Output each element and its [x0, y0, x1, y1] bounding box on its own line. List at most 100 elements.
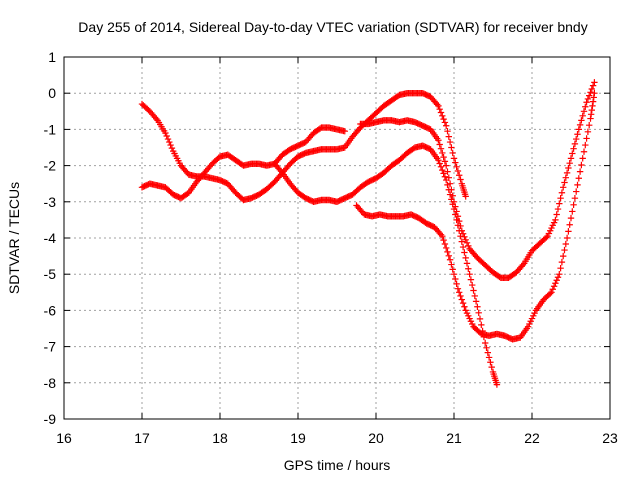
- data-point: [439, 232, 446, 240]
- data-point: [444, 248, 451, 256]
- y-tick-label: -1: [44, 121, 57, 137]
- data-point: [461, 303, 468, 310]
- data-point: [591, 79, 598, 86]
- data-point: [463, 239, 471, 247]
- data-point: [459, 243, 467, 251]
- data-point: [560, 252, 567, 260]
- data-point: [561, 179, 568, 186]
- data-point: [579, 155, 586, 162]
- data-point: [448, 186, 455, 193]
- data-point: [587, 111, 595, 118]
- data-point: [466, 271, 473, 278]
- data-point: [561, 246, 568, 254]
- data-point: [589, 102, 596, 110]
- data-point: [487, 359, 494, 366]
- data-point: [471, 292, 478, 300]
- data-point: [168, 144, 176, 152]
- data-point: [586, 121, 593, 129]
- data-point: [446, 180, 454, 187]
- data-point: [439, 166, 446, 174]
- data-point: [436, 141, 443, 148]
- data-point: [474, 303, 481, 310]
- data-point: [441, 173, 449, 180]
- data-point: [588, 106, 595, 114]
- data-point: [554, 274, 562, 281]
- data-point: [437, 145, 445, 152]
- data-point: [582, 141, 589, 149]
- y-tick-label: -7: [44, 339, 57, 355]
- data-point: [470, 287, 477, 294]
- data-point: [435, 137, 442, 144]
- data-point: [562, 240, 569, 248]
- data-point: [445, 174, 452, 181]
- data-point: [456, 172, 463, 179]
- data-point: [586, 92, 593, 99]
- y-tick-label: -5: [44, 266, 57, 282]
- data-point: [591, 90, 598, 97]
- data-point: [483, 344, 490, 352]
- series-track-4: [353, 90, 598, 343]
- data-point: [457, 292, 464, 300]
- data-point: [443, 162, 450, 169]
- data-point: [566, 159, 573, 167]
- data-point: [571, 194, 579, 202]
- data-point: [448, 261, 455, 268]
- x-tick-label: 16: [56, 430, 72, 446]
- data-point: [435, 102, 442, 110]
- data-point: [440, 170, 447, 177]
- y-tick-label: -3: [44, 194, 57, 210]
- data-point: [450, 271, 458, 278]
- axis-ticks: 16 17 18 19 20 21 22 23 1 0 -1 -2 -3 -4 -5 -6 -7 -8 -9: [44, 49, 618, 446]
- data-point: [478, 321, 485, 329]
- data-point: [456, 289, 463, 296]
- data-point: [454, 167, 462, 175]
- data-point: [166, 138, 173, 146]
- data-point: [440, 153, 447, 161]
- data-point: [449, 266, 456, 273]
- data-point: [443, 122, 450, 129]
- data-point: [449, 192, 456, 199]
- data-point: [457, 176, 464, 183]
- data-point: [562, 174, 569, 181]
- data-point: [567, 214, 575, 222]
- data-point: [472, 298, 480, 305]
- data-point: [452, 275, 459, 283]
- data-point: [584, 128, 592, 136]
- x-tick-label: 21: [446, 430, 462, 446]
- data-point: [580, 108, 588, 115]
- data-point: [576, 168, 584, 175]
- data-point: [446, 138, 454, 146]
- series-track-1: [138, 90, 469, 204]
- data-point: [556, 271, 563, 278]
- y-tick-label: -2: [44, 158, 57, 174]
- y-tick-label: 1: [48, 49, 56, 65]
- data-point: [548, 289, 555, 296]
- data-point: [588, 85, 595, 93]
- data-point: [574, 131, 581, 138]
- data-point: [446, 256, 454, 263]
- data-point: [458, 227, 465, 234]
- data-point: [454, 285, 462, 292]
- data-point: [461, 233, 468, 240]
- data-point: [565, 164, 572, 172]
- data-point: [435, 156, 442, 164]
- grid: [64, 57, 610, 419]
- data-point: [549, 286, 556, 293]
- data-point: [458, 238, 465, 245]
- data-point: [567, 155, 575, 162]
- data-point: [469, 281, 476, 289]
- data-point: [445, 133, 452, 140]
- data-point: [462, 193, 469, 200]
- data-point: [557, 264, 564, 272]
- series-track-3: [271, 142, 501, 388]
- data-point: [459, 299, 467, 307]
- data-point: [582, 103, 589, 110]
- data-point: [341, 128, 348, 135]
- data-point: [554, 205, 562, 213]
- x-axis-label: GPS time / hours: [284, 457, 391, 473]
- data-point: [519, 261, 527, 269]
- data-point: [550, 283, 558, 290]
- data-point: [578, 161, 585, 169]
- data-point: [437, 109, 445, 116]
- data-point: [563, 169, 571, 177]
